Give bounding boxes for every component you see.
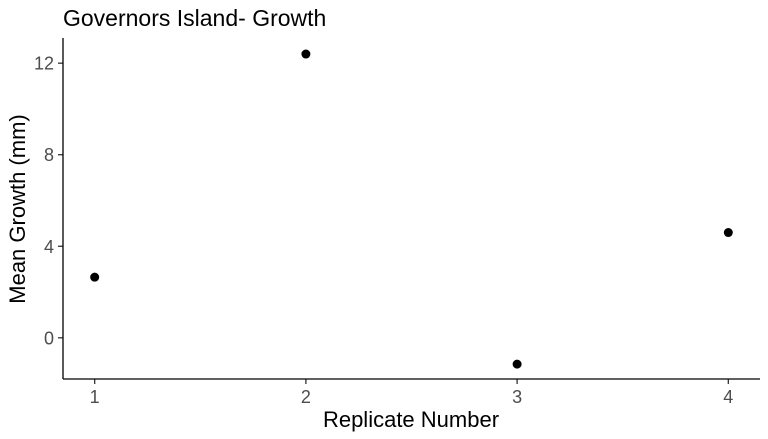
- y-axis-title: Mean Growth (mm): [5, 114, 30, 303]
- x-tick-label-3: 4: [723, 387, 733, 407]
- x-tick-label-1: 2: [301, 387, 311, 407]
- x-tick-label-2: 3: [512, 387, 522, 407]
- y-axis-ticks: 0 4 8 12: [34, 54, 63, 348]
- data-point-1: [90, 272, 100, 282]
- data-points: [90, 49, 733, 369]
- x-axis-title: Replicate Number: [323, 407, 499, 432]
- data-point-3: [512, 359, 522, 369]
- y-tick-label-0: 0: [44, 328, 54, 348]
- data-point-2: [301, 49, 311, 59]
- y-tick-label-1: 4: [44, 237, 54, 257]
- chart-title: Governors Island- Growth: [63, 5, 326, 31]
- y-tick-label-3: 12: [34, 54, 54, 74]
- y-tick-label-2: 8: [44, 145, 54, 165]
- x-axis-ticks: 1 2 3 4: [90, 379, 733, 407]
- x-tick-label-0: 1: [90, 387, 100, 407]
- data-point-4: [723, 228, 733, 238]
